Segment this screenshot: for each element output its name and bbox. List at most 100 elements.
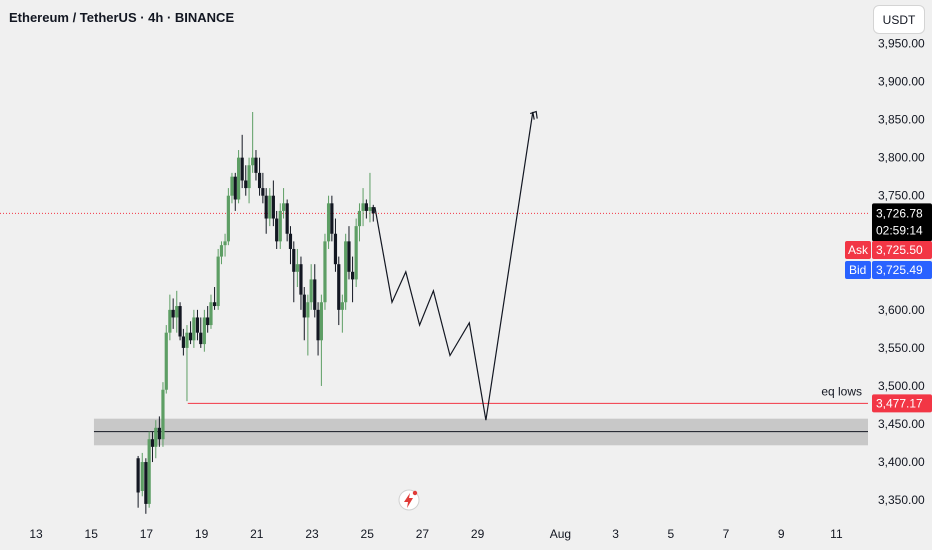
- candle-body: [281, 203, 286, 211]
- candle: [185, 325, 189, 402]
- level-tag-value: 3,477.17: [876, 396, 923, 410]
- candle: [226, 188, 230, 246]
- candle: [323, 233, 327, 310]
- candle: [199, 317, 203, 348]
- candle-body: [192, 317, 196, 341]
- candle-body: [288, 233, 293, 249]
- candle-body: [168, 309, 172, 333]
- candle: [147, 431, 151, 508]
- candle: [257, 157, 262, 196]
- candle-body: [188, 332, 193, 341]
- candle: [178, 302, 182, 341]
- bid-label: Bid: [849, 263, 866, 277]
- candle: [157, 416, 161, 447]
- candle-body: [340, 302, 344, 310]
- candle-body: [357, 210, 362, 227]
- candle: [251, 111, 255, 173]
- currency-button[interactable]: USDT: [873, 5, 925, 34]
- candle: [244, 165, 248, 196]
- candle-body: [178, 306, 182, 337]
- candle: [223, 233, 227, 257]
- candle-body: [185, 332, 189, 348]
- candle: [364, 199, 368, 219]
- y-tick-label: 3,900.00: [878, 75, 925, 89]
- candle: [299, 256, 303, 310]
- candle: [202, 309, 206, 352]
- candle: [333, 218, 338, 272]
- candle: [140, 452, 144, 497]
- candle-body: [302, 294, 306, 318]
- candle-body: [195, 317, 200, 333]
- x-tick-label: 9: [778, 527, 785, 541]
- y-tick-label: 3,450.00: [878, 417, 925, 431]
- level-tag-bg: [872, 394, 932, 413]
- candle-body: [136, 458, 140, 493]
- candle: [344, 233, 348, 310]
- candle: [337, 256, 341, 326]
- candle-body: [175, 306, 179, 318]
- candle-body: [316, 309, 320, 341]
- candle: [368, 172, 372, 223]
- last-price-tag-bg: [872, 203, 932, 242]
- candle: [278, 203, 282, 249]
- candle: [350, 256, 355, 303]
- x-tick-label: 17: [140, 527, 154, 541]
- candle-body: [337, 264, 341, 310]
- lightning-icon[interactable]: [398, 489, 420, 511]
- candle-body: [275, 218, 279, 242]
- candle-body: [202, 317, 206, 345]
- last-price-tag: 3,726.78 02:59:14: [872, 203, 932, 242]
- candle-body: [333, 233, 338, 265]
- candle: [195, 309, 200, 341]
- candle-body: [216, 256, 220, 307]
- candle-body: [354, 226, 358, 280]
- candle: [309, 264, 313, 310]
- bid-tag-bg: [872, 261, 932, 279]
- candle: [357, 203, 362, 242]
- x-tick-label: 7: [723, 527, 730, 541]
- candle: [247, 157, 251, 204]
- candle: [254, 150, 258, 181]
- candle-body: [323, 241, 327, 303]
- candle-body: [364, 203, 368, 211]
- y-tick-label: 3,750.00: [878, 189, 925, 203]
- candle-body: [157, 427, 161, 440]
- candle: [316, 302, 320, 356]
- candle: [354, 218, 358, 288]
- candle-body: [223, 241, 227, 246]
- x-tick-label: 3: [612, 527, 619, 541]
- candle-body: [233, 176, 237, 200]
- y-tick-label: 3,850.00: [878, 113, 925, 127]
- candle-body: [247, 165, 251, 189]
- candle: [371, 204, 375, 222]
- candle: [136, 455, 140, 508]
- last-price-value: 3,726.78: [876, 206, 923, 220]
- candle-body: [140, 462, 144, 491]
- candle-body: [368, 207, 372, 211]
- candle: [233, 172, 237, 211]
- candle-body: [326, 203, 331, 242]
- x-tick-label: 27: [416, 527, 430, 541]
- candle: [154, 420, 158, 459]
- candle: [206, 306, 210, 333]
- candle: [175, 290, 179, 333]
- candle-body: [371, 207, 375, 214]
- ask-label: Ask: [848, 243, 869, 257]
- candle: [212, 287, 217, 310]
- candle-body: [313, 279, 317, 310]
- candle-body: [299, 264, 303, 295]
- candle-body: [264, 195, 268, 219]
- candle: [319, 294, 323, 386]
- candle: [281, 188, 286, 219]
- candle-body: [171, 309, 175, 318]
- candle-body: [251, 157, 255, 166]
- x-tick-label: 23: [305, 527, 319, 541]
- projection-path: [374, 111, 535, 421]
- candle-body: [268, 195, 272, 219]
- candle: [171, 298, 175, 329]
- candle-body: [164, 332, 168, 390]
- x-tick-label: Aug: [550, 527, 571, 541]
- candle-body: [292, 248, 296, 272]
- candle-body: [257, 172, 262, 189]
